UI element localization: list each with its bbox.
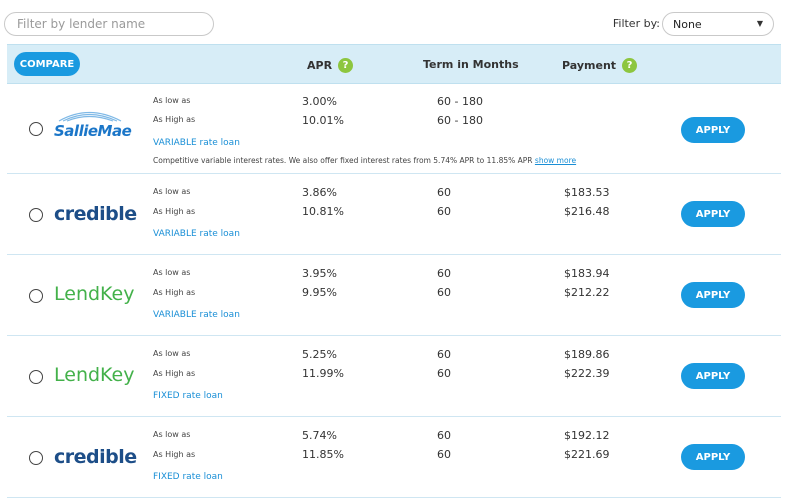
- term-high: 60: [437, 367, 451, 380]
- term-low: 60: [437, 186, 451, 199]
- filter-select[interactable]: None ▼: [662, 12, 774, 36]
- payment-column-header: Payment ?: [562, 58, 638, 73]
- apply-button[interactable]: APPLY: [681, 117, 745, 143]
- term-low: 60: [437, 348, 451, 361]
- term-column-header: Term in Months: [423, 58, 519, 71]
- show-more-link[interactable]: show more: [534, 156, 577, 165]
- payment-high: $221.69: [564, 448, 610, 461]
- rate-type-label: FIXED rate loan: [153, 472, 223, 482]
- apr-low: 3.86%: [302, 186, 337, 199]
- term-low: 60: [437, 267, 451, 280]
- term-high: 60: [437, 205, 451, 218]
- help-icon[interactable]: ?: [622, 58, 638, 73]
- low-label: As low as: [153, 96, 191, 105]
- apr-low: 5.74%: [302, 429, 337, 442]
- apr-high: 10.81%: [302, 205, 344, 218]
- chevron-down-icon: ▼: [756, 19, 763, 28]
- lender-logo: LendKey: [54, 364, 135, 386]
- high-label: As High as: [153, 115, 196, 124]
- high-label: As High as: [153, 369, 196, 378]
- low-label: As low as: [153, 268, 191, 277]
- term-high: 60: [437, 286, 451, 299]
- select-lender-radio[interactable]: [29, 122, 43, 136]
- select-lender-radio[interactable]: [29, 370, 43, 384]
- payment-low: $183.53: [564, 186, 610, 199]
- high-label: As High as: [153, 450, 196, 459]
- lender-search-input[interactable]: [4, 12, 214, 36]
- lender-row: credible As low as As High as 3.86% 10.8…: [7, 174, 781, 255]
- description-text: Competitive variable interest rates. We …: [153, 156, 533, 165]
- lender-row: credible As low as As High as 5.74% 11.8…: [7, 417, 781, 498]
- term-low: 60: [437, 429, 451, 442]
- select-lender-radio[interactable]: [29, 289, 43, 303]
- payment-high: $222.39: [564, 367, 610, 380]
- apr-high: 11.85%: [302, 448, 344, 461]
- apr-high: 11.99%: [302, 367, 344, 380]
- payment-header-label: Payment: [562, 59, 617, 72]
- apr-high: 10.01%: [302, 114, 344, 127]
- apr-high: 9.95%: [302, 286, 337, 299]
- help-icon[interactable]: ?: [338, 58, 354, 73]
- lender-logo: credible: [54, 446, 137, 468]
- lender-logo: SallieMae: [54, 122, 132, 140]
- rate-type-label: VARIABLE rate loan: [153, 138, 240, 148]
- term-high: 60: [437, 448, 451, 461]
- low-label: As low as: [153, 349, 191, 358]
- apply-button[interactable]: APPLY: [681, 282, 745, 308]
- term-high: 60 - 180: [437, 114, 483, 127]
- compare-button[interactable]: COMPARE: [14, 52, 80, 76]
- apr-column-header: APR ?: [307, 58, 354, 73]
- rate-type-label: FIXED rate loan: [153, 391, 223, 401]
- filter-label: Filter by:: [612, 17, 660, 30]
- apply-button[interactable]: APPLY: [681, 363, 745, 389]
- salliemae-logo-arcs-icon: [58, 112, 122, 122]
- payment-low: $192.12: [564, 429, 610, 442]
- rate-type-label: VARIABLE rate loan: [153, 310, 240, 320]
- apr-low: 3.00%: [302, 95, 337, 108]
- filter-selected-value: None: [673, 18, 702, 31]
- apr-low: 3.95%: [302, 267, 337, 280]
- low-label: As low as: [153, 187, 191, 196]
- low-label: As low as: [153, 430, 191, 439]
- high-label: As High as: [153, 207, 196, 216]
- apply-button[interactable]: APPLY: [681, 444, 745, 470]
- lender-description: Competitive variable interest rates. We …: [153, 156, 576, 165]
- apr-low: 5.25%: [302, 348, 337, 361]
- select-lender-radio[interactable]: [29, 208, 43, 222]
- payment-low: $183.94: [564, 267, 610, 280]
- payment-high: $216.48: [564, 205, 610, 218]
- lender-row: SallieMae As low as As High as 3.00% 10.…: [7, 84, 781, 174]
- results-header: COMPARE APR ? Term in Months Payment ?: [7, 44, 781, 84]
- select-lender-radio[interactable]: [29, 451, 43, 465]
- apr-header-label: APR: [307, 59, 333, 72]
- lender-row: LendKey As low as As High as 3.95% 9.95%…: [7, 255, 781, 336]
- lender-row: LendKey As low as As High as 5.25% 11.99…: [7, 336, 781, 417]
- rate-type-label: VARIABLE rate loan: [153, 229, 240, 239]
- term-low: 60 - 180: [437, 95, 483, 108]
- term-header-label: Term in Months: [423, 58, 519, 71]
- payment-high: $212.22: [564, 286, 610, 299]
- high-label: As High as: [153, 288, 196, 297]
- apply-button[interactable]: APPLY: [681, 201, 745, 227]
- lender-logo: LendKey: [54, 283, 135, 305]
- filter-bar: Filter by: None ▼: [0, 0, 787, 44]
- lender-logo: credible: [54, 203, 137, 225]
- payment-low: $189.86: [564, 348, 610, 361]
